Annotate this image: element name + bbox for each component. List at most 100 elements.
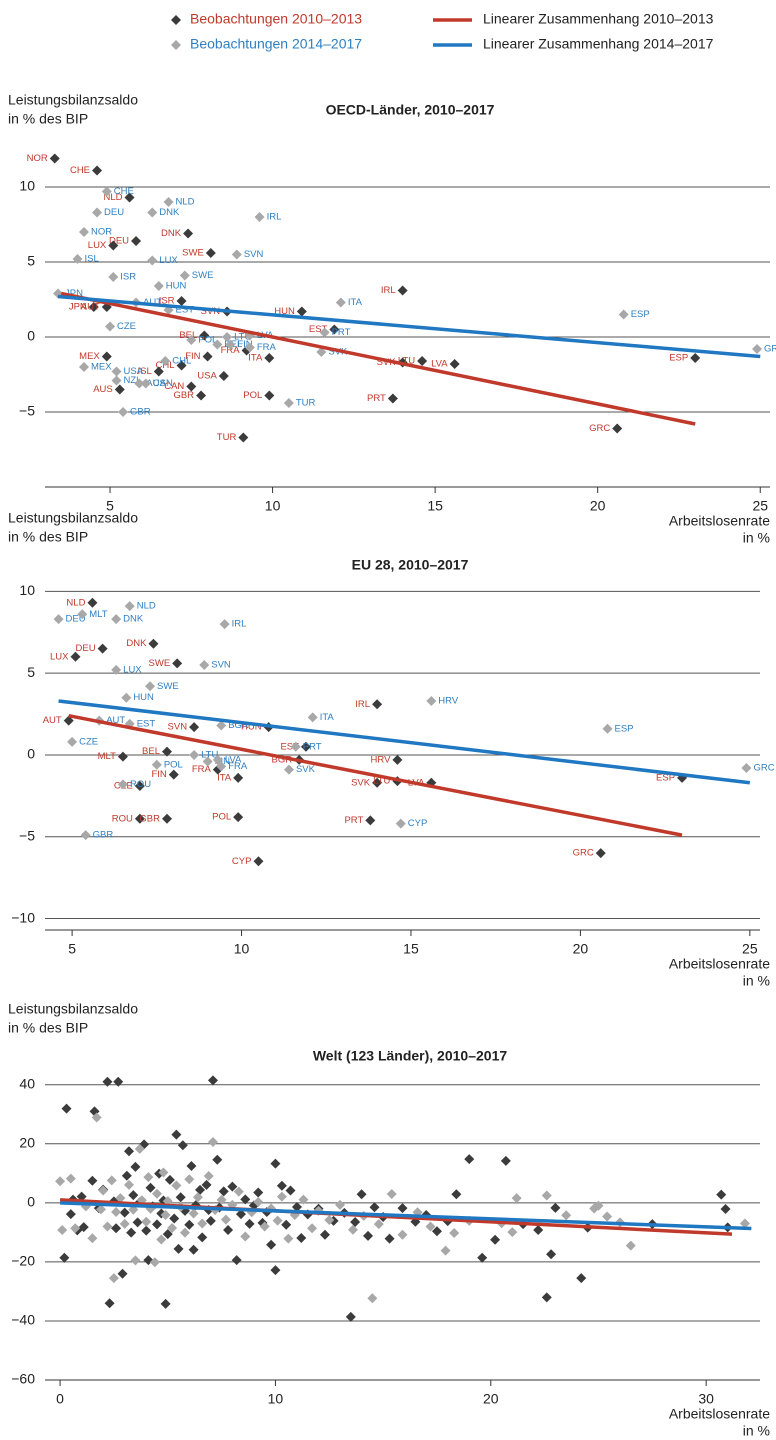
- data-point: [130, 1255, 141, 1266]
- point-label: CYP: [232, 856, 252, 867]
- point-label: MLT: [98, 751, 116, 762]
- data-point: [324, 1214, 335, 1225]
- data-point: [102, 1076, 113, 1087]
- data-point: [186, 381, 197, 392]
- point-label: AUT: [43, 715, 62, 726]
- x-axis-title: in %: [743, 973, 770, 989]
- point-label: IRL: [232, 619, 247, 630]
- data-point: [541, 1292, 552, 1303]
- point-label: AUT: [143, 297, 162, 308]
- data-point: [151, 1219, 162, 1230]
- data-point: [111, 664, 122, 675]
- data-point: [372, 777, 383, 788]
- x-tick-label: 30: [698, 1391, 714, 1407]
- data-point: [160, 1209, 171, 1220]
- data-point: [108, 240, 119, 251]
- data-point: [143, 1172, 154, 1183]
- data-point: [113, 1076, 124, 1087]
- data-point: [134, 378, 145, 389]
- trend-line: [57, 294, 761, 359]
- point-label: GBR: [139, 813, 160, 824]
- data-point: [290, 741, 301, 752]
- data-point: [216, 720, 227, 731]
- point-label: ISL: [85, 254, 99, 265]
- point-label: GRC: [589, 423, 610, 434]
- data-point: [53, 614, 64, 625]
- data-point: [70, 1223, 81, 1234]
- data-point: [373, 1219, 384, 1230]
- point-label: LUX: [123, 664, 142, 675]
- point-label: SVN: [201, 306, 221, 317]
- data-point: [171, 1129, 182, 1140]
- data-point: [80, 830, 91, 841]
- data-point: [92, 207, 103, 218]
- data-point: [397, 1229, 408, 1240]
- point-label: FIN: [215, 756, 230, 767]
- data-point: [490, 1234, 501, 1245]
- point-label: EST: [309, 324, 328, 335]
- data-point: [335, 1199, 346, 1210]
- point-label: EST: [176, 305, 195, 316]
- data-point: [440, 1245, 451, 1256]
- data-point: [561, 1210, 572, 1221]
- legend-label: Linearer Zusammenhang 2010–2013: [483, 11, 714, 27]
- y-tick-label: −60: [11, 1371, 35, 1387]
- data-point: [119, 1207, 130, 1218]
- data-point: [576, 1273, 587, 1284]
- point-label: DNK: [161, 228, 182, 239]
- x-tick-label: 0: [56, 1391, 64, 1407]
- data-point: [602, 1211, 613, 1222]
- point-label: MEX: [79, 351, 100, 362]
- data-point: [212, 1154, 223, 1165]
- point-label: SWE: [157, 681, 179, 692]
- data-point: [202, 351, 213, 362]
- data-point: [188, 1244, 199, 1255]
- point-label: POL: [243, 390, 262, 401]
- data-point: [61, 1103, 72, 1114]
- data-point: [218, 1186, 229, 1197]
- data-point: [176, 296, 187, 306]
- point-label: LTU: [234, 332, 251, 343]
- point-label: ISR: [120, 272, 136, 283]
- point-label: DEU: [66, 614, 86, 625]
- data-point: [131, 236, 142, 246]
- data-point: [276, 1180, 287, 1191]
- data-point: [449, 359, 460, 369]
- chart-title: OECD-Länder, 2010–2017: [326, 102, 495, 118]
- x-axis-title: Arbeitslosenrate: [669, 956, 770, 972]
- point-label: PRT: [332, 327, 351, 338]
- data-point: [207, 1075, 218, 1086]
- data-point: [121, 692, 132, 703]
- point-label: CZE: [117, 321, 136, 332]
- y-tick-label: 40: [19, 1075, 35, 1091]
- point-label: JPN: [69, 302, 87, 313]
- point-label: HRV: [438, 695, 459, 706]
- data-point: [101, 351, 112, 362]
- data-point: [219, 619, 230, 630]
- point-label: POL: [212, 812, 231, 823]
- data-point: [163, 197, 174, 207]
- data-point: [111, 614, 122, 625]
- data-point: [272, 1215, 283, 1226]
- point-label: ITA: [348, 297, 363, 308]
- data-point: [92, 165, 103, 176]
- data-point: [188, 1208, 199, 1219]
- point-label: SVN: [244, 249, 264, 260]
- point-label: MLT: [89, 609, 107, 620]
- data-point: [618, 309, 629, 320]
- data-point: [87, 1175, 98, 1186]
- point-label: NLD: [104, 192, 123, 203]
- point-label: BGR: [228, 720, 249, 731]
- y-tick-label: −40: [11, 1312, 35, 1328]
- data-point: [283, 1233, 294, 1244]
- data-point: [253, 1187, 264, 1198]
- data-point: [160, 1298, 171, 1309]
- data-point: [189, 722, 200, 733]
- data-point: [78, 1222, 89, 1233]
- data-point: [329, 324, 340, 335]
- data-point: [347, 1224, 358, 1235]
- data-point: [739, 1218, 750, 1229]
- legend-label: Beobachtungen 2010–2013: [190, 11, 362, 27]
- data-point: [384, 1233, 395, 1244]
- point-label: HUN: [133, 692, 154, 703]
